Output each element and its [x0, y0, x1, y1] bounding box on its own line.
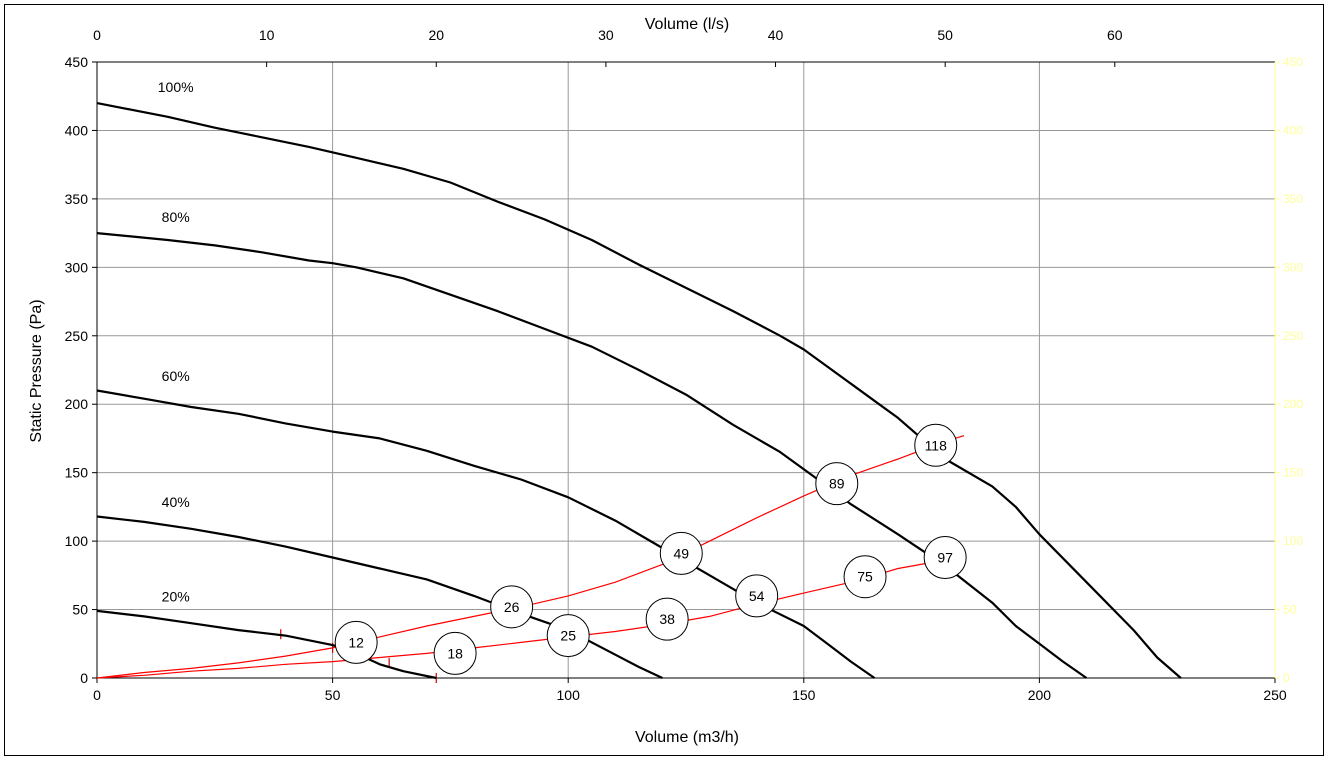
annotation-circle — [815, 462, 859, 506]
annotation-label: 54 — [749, 588, 765, 604]
top-axis-title: Volume (l/s) — [645, 16, 729, 33]
fan-curve-60pct — [96, 389, 876, 679]
fan-curve-label: 80% — [162, 209, 190, 225]
top-tick-label: 60 — [1107, 27, 1123, 43]
annotation-circle — [843, 555, 887, 599]
power-annotation: 25 — [546, 614, 590, 658]
right-tick-label: 50 — [1283, 603, 1297, 617]
right-tick-label: 400 — [1283, 123, 1303, 137]
top-tick-label: 30 — [598, 27, 614, 43]
annotations: 12 18 26 25 38 49 54 75 89 97 118 — [334, 423, 967, 675]
right-tick-label: 450 — [1283, 55, 1303, 69]
fan-curve-20pct — [96, 609, 437, 680]
x-tick-label: 250 — [1263, 687, 1287, 703]
y-tick-label: 0 — [80, 670, 88, 686]
annotation-label: 25 — [560, 628, 576, 644]
annotation-label: 89 — [829, 476, 845, 492]
y-tick-label: 50 — [72, 602, 88, 618]
fan-curve-label: 40% — [162, 494, 190, 510]
power-annotation: 75 — [843, 555, 887, 599]
annotation-label: 38 — [659, 611, 675, 627]
top-tick-label: 10 — [259, 27, 275, 43]
annotation-label: 18 — [447, 645, 463, 661]
annotation-label: 118 — [925, 437, 948, 453]
fan-curve-label: 100% — [158, 79, 194, 95]
fan-curve-100pct — [96, 102, 1182, 679]
chart-frame: 0 50 100 150 200 250 0 10 20 30 40 50 60 0 50 100 150 200… — [4, 4, 1324, 756]
top-tick-label: 50 — [937, 27, 953, 43]
y-tick-label: 450 — [65, 54, 89, 70]
annotation-label: 75 — [857, 569, 873, 585]
top-tick-label: 20 — [428, 27, 444, 43]
y-tick-label: 150 — [65, 465, 89, 481]
right-tick-label: 150 — [1283, 466, 1303, 480]
grid-lines — [97, 62, 1275, 678]
fan-curves: 100% 80% 60% 40% 20% — [96, 79, 1182, 680]
y-tick-label: 350 — [65, 191, 89, 207]
power-annotation: 54 — [735, 574, 779, 618]
y-axis-title: Static Pressure (Pa) — [28, 299, 45, 442]
annotation-circle — [433, 631, 477, 675]
annotation-circle — [490, 585, 534, 629]
y-tick-label: 400 — [65, 122, 89, 138]
right-tick-label: 250 — [1283, 329, 1303, 343]
right-tick-label: 300 — [1283, 260, 1303, 274]
fan-curve-40pct — [96, 515, 663, 679]
power-annotation: 49 — [659, 531, 703, 575]
axes — [92, 61, 1280, 683]
power-annotation: 89 — [815, 462, 859, 506]
annotation-circle — [914, 423, 958, 467]
top-tick-label: 40 — [768, 27, 784, 43]
annotation-circle — [923, 536, 967, 580]
right-tick-label: 0 — [1283, 671, 1290, 685]
y-tick-label: 200 — [65, 396, 89, 412]
annotation-label: 97 — [937, 550, 953, 566]
right-tick-label: 200 — [1283, 397, 1303, 411]
x-axis-title: Volume (m3/h) — [635, 729, 739, 746]
annotation-circle — [546, 614, 590, 658]
power-annotation: 38 — [645, 597, 689, 641]
x-tick-label: 0 — [93, 687, 101, 703]
system-curve-line-1 — [96, 556, 960, 679]
y-tick-label: 300 — [65, 259, 89, 275]
right-tick-label: 100 — [1283, 534, 1303, 548]
power-annotation: 12 — [334, 620, 378, 664]
y-tick-label: 100 — [65, 533, 89, 549]
annotation-label: 49 — [673, 545, 689, 561]
x-tick-label: 150 — [792, 687, 816, 703]
annotation-label: 26 — [504, 599, 520, 615]
x-tick-label: 200 — [1028, 687, 1052, 703]
fan-curve-label: 20% — [162, 588, 190, 604]
annotation-circle — [645, 597, 689, 641]
annotation-circle — [334, 620, 378, 664]
power-annotation: 118 — [914, 423, 958, 467]
top-tick-label: 0 — [93, 27, 101, 43]
power-annotation: 26 — [490, 585, 534, 629]
x-tick-label: 50 — [325, 687, 341, 703]
annotation-circle — [659, 531, 703, 575]
fan-curve-label: 60% — [162, 368, 190, 384]
annotation-circle — [735, 574, 779, 618]
power-annotation: 18 — [433, 631, 477, 675]
power-annotation: 97 — [923, 536, 967, 580]
fan-curve-80pct — [96, 232, 1088, 679]
annotation-label: 12 — [348, 634, 364, 650]
y-tick-label: 250 — [65, 328, 89, 344]
right-tick-label: 350 — [1283, 192, 1303, 206]
x-tick-label: 100 — [557, 687, 581, 703]
